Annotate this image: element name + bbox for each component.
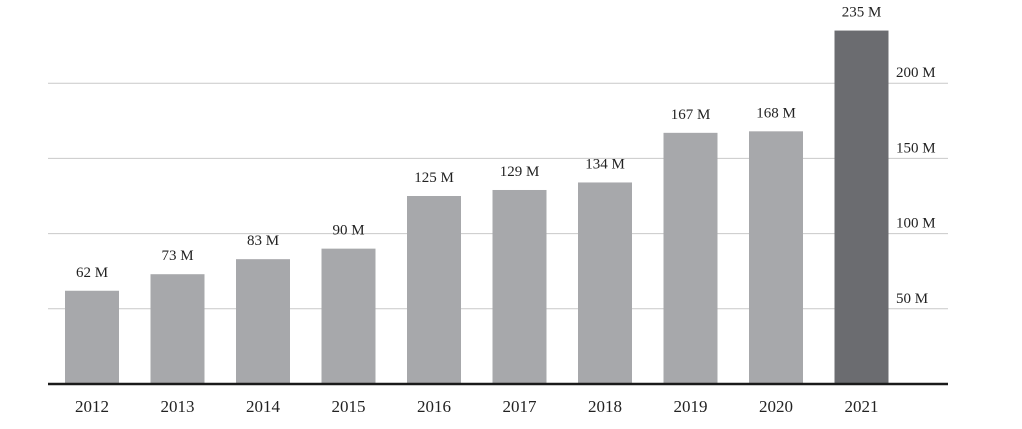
bar-2017 [492,189,547,384]
y-tick-label: 200 M [896,65,936,81]
x-axis-ticks: 2012 2013 2014 2015 2016 2017 2018 2019 2020 2021 [75,397,879,416]
bar-value-label: 73 M [161,248,193,264]
x-tick-label: 2017 [503,397,538,416]
bars [65,30,889,385]
bar-value-label: 125 M [414,170,454,186]
bar-value-label: 167 M [671,107,711,123]
bar-2019 [663,132,718,384]
bar-2018 [578,182,632,384]
bar-2015 [321,248,376,384]
bar-2013 [150,274,205,384]
x-tick-label: 2013 [161,397,195,416]
bar-2016 [407,196,461,384]
x-tick-label: 2018 [588,397,622,416]
y-axis-ticks: 50 M 100 M 150 M 200 M [896,65,936,307]
bar-value-labels: 62 M 73 M 83 M 90 M 125 M 129 M 134 M 167 M 168 … [76,5,881,281]
x-tick-label: 2012 [75,397,109,416]
x-tick-label: 2019 [674,397,708,416]
bar-value-label: 235 M [842,5,882,21]
x-tick-label: 2020 [759,397,793,416]
x-tick-label: 2021 [845,397,879,416]
bar-value-label: 134 M [585,156,625,172]
bar-value-label: 62 M [76,265,108,281]
y-tick-label: 150 M [896,140,936,156]
bar-value-label: 129 M [500,164,540,180]
bar-2021 [834,30,889,385]
bar-value-label: 83 M [247,233,279,249]
x-tick-label: 2015 [332,397,366,416]
bar-2020 [749,131,803,384]
bar-value-label: 168 M [756,105,796,121]
bar-value-label: 90 M [332,223,364,239]
y-tick-label: 100 M [896,216,936,232]
y-tick-label: 50 M [896,291,928,307]
bar-2012 [65,290,119,384]
bar-2014 [236,259,290,384]
x-tick-label: 2014 [246,397,281,416]
x-tick-label: 2016 [417,397,451,416]
